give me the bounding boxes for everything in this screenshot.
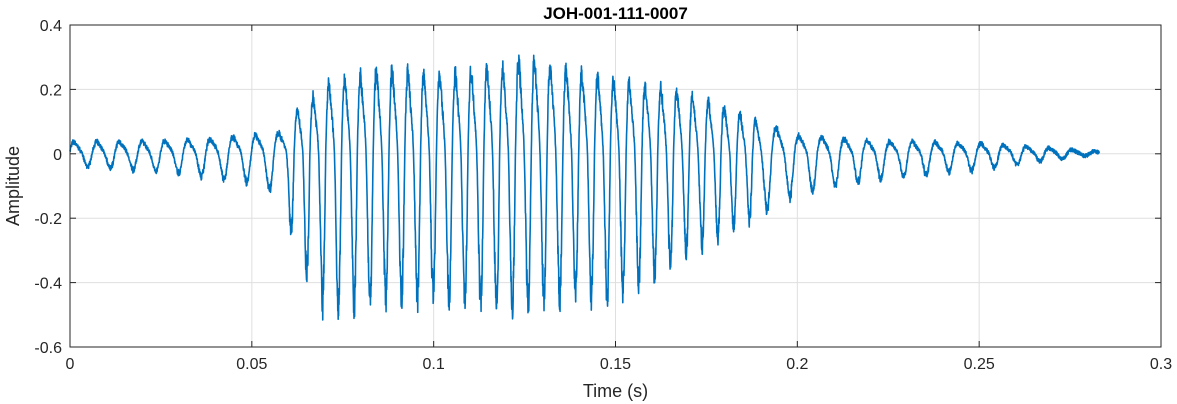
y-tick-label: -0.6 [34, 340, 62, 357]
chart-title: JOH-001-111-0007 [543, 4, 688, 23]
x-axis: 0 0.05 0.1 0.15 0.2 0.25 0.3 [66, 25, 1172, 373]
y-tick-label: 0.4 [40, 18, 62, 35]
x-tick-label: 0.05 [236, 356, 267, 373]
x-tick-label: 0.1 [423, 356, 445, 373]
x-tick-label: 0.15 [600, 356, 631, 373]
y-axis-label: Amplitude [3, 146, 23, 226]
series-line-amplitude [69, 54, 1100, 321]
y-tick-label: -0.2 [34, 211, 62, 228]
y-axis: -0.6 -0.4 -0.2 0 0.2 0.4 [34, 18, 1161, 357]
y-tick-label: 0.2 [40, 82, 62, 99]
x-tick-label: 0.3 [1150, 356, 1172, 373]
y-tick-label: 0 [53, 147, 62, 164]
x-tick-label: 0.2 [786, 356, 808, 373]
y-tick-label: -0.4 [34, 276, 62, 293]
x-tick-label: 0 [66, 356, 75, 373]
x-tick-label: 0.25 [964, 356, 995, 373]
x-axis-label: Time (s) [583, 381, 648, 401]
